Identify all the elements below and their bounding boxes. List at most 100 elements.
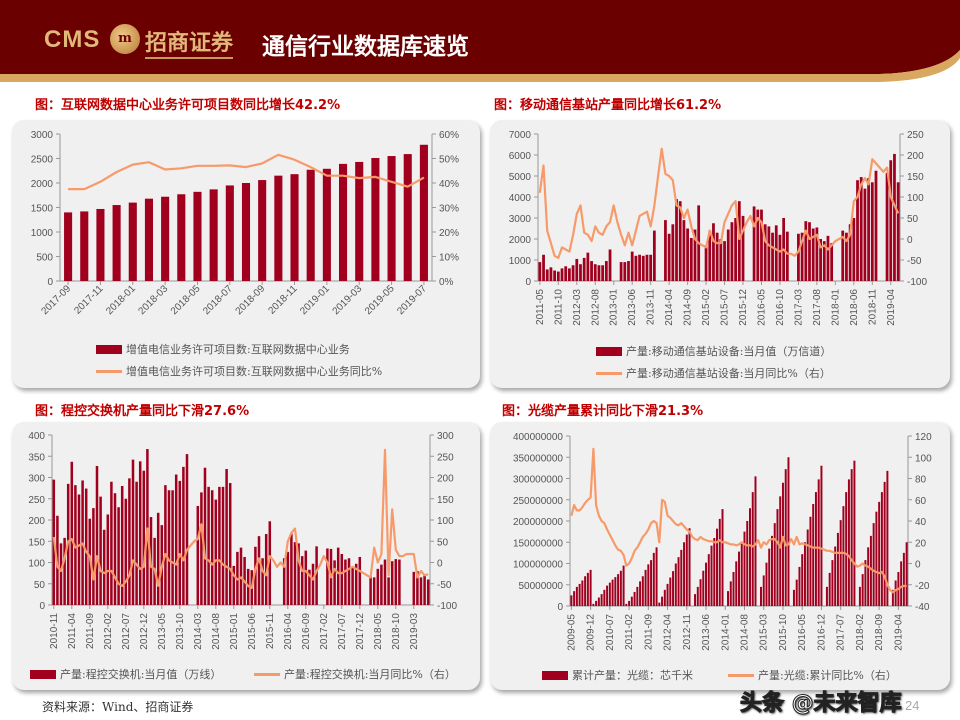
bar	[369, 576, 372, 605]
y-tick-label-right: 60	[915, 496, 927, 507]
bar	[556, 271, 560, 281]
y-tick-label-left: 400000000	[513, 432, 563, 443]
bar	[819, 239, 822, 281]
bar	[586, 252, 590, 281]
legend-item-bar-4: 累计产量：光缆：芯千米	[542, 667, 693, 683]
x-tick-label: 2012-08	[590, 289, 601, 326]
bar	[831, 560, 834, 606]
bar	[718, 518, 721, 606]
y-tick-label-left: 400	[28, 431, 45, 442]
bar	[770, 535, 773, 606]
bar	[261, 558, 264, 605]
x-tick-label: 2018-06	[849, 289, 860, 326]
bar	[634, 255, 638, 281]
bar	[737, 201, 741, 281]
x-tick-label: 2016-12	[816, 614, 827, 651]
bar	[825, 586, 828, 606]
bar	[719, 239, 723, 281]
x-tick-label: 2017-09	[39, 283, 73, 317]
bar	[806, 529, 809, 606]
legend-item-line-2: 产量:移动通信基站设备:当月同比%（右）	[596, 365, 831, 381]
y-tick-label-left: 300000000	[513, 475, 563, 486]
bar	[896, 182, 900, 281]
bar	[636, 586, 639, 606]
bar	[885, 172, 889, 281]
x-tick-label: 2016-10	[775, 289, 786, 326]
bar	[257, 536, 261, 605]
x-tick-label: 2012-07	[121, 613, 132, 650]
bar	[708, 230, 712, 281]
bar	[322, 168, 331, 281]
bar	[678, 201, 682, 281]
x-tick-label: 2013-10	[175, 613, 186, 650]
y-tick-label-left: 7000	[509, 130, 532, 141]
y-tick-label-left: 2000	[509, 235, 532, 246]
y-tick-label-right: 100	[915, 453, 932, 464]
bar	[730, 222, 734, 281]
bar	[630, 251, 634, 281]
bar	[135, 481, 138, 605]
bar	[214, 499, 218, 605]
bar	[734, 218, 738, 281]
x-tick-label: 2014-08	[211, 613, 222, 650]
bar	[867, 178, 870, 281]
legend-item-line-4: 产量:光缆:累计同比%（右）	[728, 667, 897, 683]
bar	[608, 249, 612, 281]
bar	[182, 466, 185, 605]
bar	[380, 564, 383, 605]
legend-label: 产量:光缆:累计同比%（右）	[758, 669, 897, 682]
logo-text: CMS	[44, 26, 101, 53]
bar	[652, 230, 656, 281]
y-tick-label-left: 200000000	[513, 517, 563, 528]
bar	[696, 586, 699, 606]
figure-title-2: 图：移动通信基站产量同比增长61.2%	[494, 98, 722, 113]
bar	[749, 508, 751, 606]
y-tick-label-left: 1000	[31, 228, 54, 239]
y-tick-label-right: -50	[907, 256, 922, 267]
x-tick-label: 2013-01	[609, 289, 620, 326]
bar	[339, 163, 348, 281]
bar	[652, 552, 655, 606]
bar	[416, 571, 419, 605]
y-tick-label-left: 50000000	[519, 581, 564, 592]
bar	[351, 567, 354, 605]
bar	[293, 542, 297, 605]
bar	[743, 531, 746, 606]
x-tick-label: 2013-06	[701, 614, 712, 651]
x-tick-label: 2015-01	[229, 613, 240, 650]
bar	[625, 603, 628, 606]
bar	[655, 547, 658, 606]
x-tick-label: 2014-08	[739, 614, 750, 651]
bar	[174, 474, 178, 605]
bar	[811, 228, 815, 281]
y-tick-label-left: 350	[28, 452, 45, 463]
legend-line-swatch	[254, 672, 280, 676]
bar	[128, 478, 131, 605]
bar	[274, 175, 283, 281]
bar	[241, 183, 251, 281]
bar	[638, 254, 641, 281]
bar	[538, 262, 542, 281]
bar	[639, 581, 642, 606]
bar	[808, 222, 811, 281]
bar	[727, 591, 729, 606]
figure-title-3: 图：程控交换机产量同比下滑27.6%	[35, 404, 250, 419]
y-tick-label-right: 120	[915, 432, 932, 443]
x-tick-label: 2012-12	[139, 613, 150, 650]
bar	[630, 596, 633, 606]
bar	[650, 560, 653, 606]
figure-title-4: 图：光缆产量累计同比下滑21.3%	[502, 404, 704, 419]
bar	[664, 220, 667, 281]
bar	[820, 465, 823, 606]
bar	[142, 470, 146, 605]
bar	[120, 486, 124, 605]
y-tick-label-right: 40	[915, 517, 927, 528]
x-tick-label: 2017-08	[812, 289, 823, 326]
bar	[845, 232, 848, 281]
logo-emblem-icon: m	[110, 24, 140, 54]
legend-bar-swatch	[542, 670, 568, 680]
x-tick-label: 2018-03	[137, 283, 171, 317]
bar	[617, 574, 620, 606]
y-tick-label-right: 100	[437, 516, 454, 527]
bar	[685, 534, 688, 606]
